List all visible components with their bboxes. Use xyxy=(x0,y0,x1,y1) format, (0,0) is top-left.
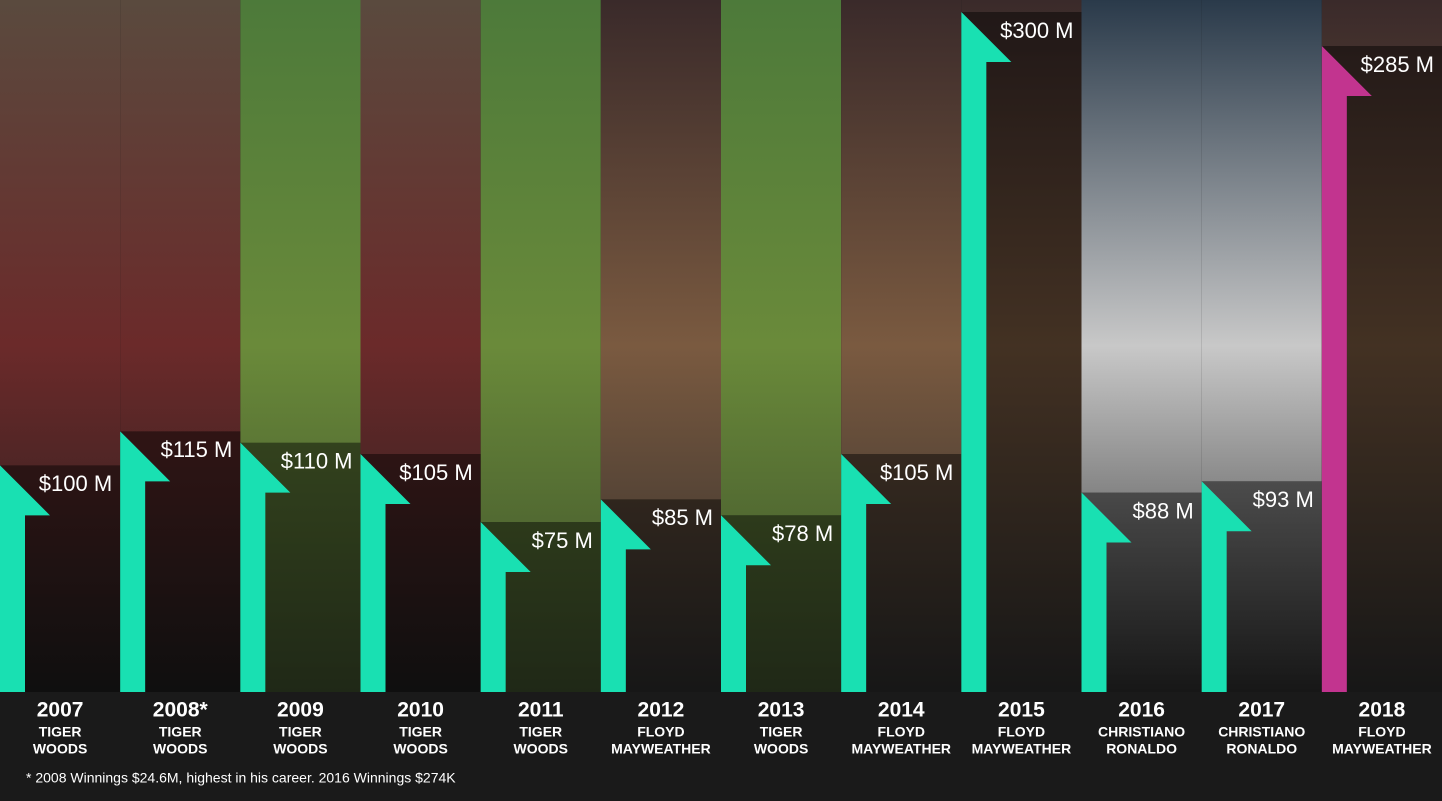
athlete-name: MAYWEATHER xyxy=(611,741,711,757)
athlete-name: TIGER xyxy=(279,724,322,740)
arrow xyxy=(841,454,892,692)
year-label: 2013 xyxy=(758,699,805,722)
athlete-name: MAYWEATHER xyxy=(851,741,951,757)
athlete-name: TIGER xyxy=(39,724,82,740)
arrow xyxy=(1321,46,1372,692)
athlete-name: WOODS xyxy=(393,741,447,757)
arrow xyxy=(961,12,1012,692)
year-label: 2011 xyxy=(518,699,564,722)
year-label: 2008* xyxy=(153,699,209,722)
athlete-name: FLOYD xyxy=(1358,724,1405,740)
athlete-name: WOODS xyxy=(754,741,808,757)
value-label: $285 M xyxy=(1361,52,1434,77)
year-label: 2018 xyxy=(1359,699,1406,722)
year-label: 2016 xyxy=(1118,699,1165,722)
athlete-name: FLOYD xyxy=(878,724,925,740)
value-label: $88 M xyxy=(1133,498,1194,523)
year-label: 2007 xyxy=(37,699,84,722)
year-label: 2009 xyxy=(277,699,324,722)
athlete-name: RONALDO xyxy=(1106,741,1177,757)
athlete-name: TIGER xyxy=(760,724,803,740)
arrow xyxy=(600,499,651,692)
value-label: $105 M xyxy=(880,460,953,485)
arrow xyxy=(240,442,291,692)
value-label: $100 M xyxy=(39,471,112,496)
arrow xyxy=(360,454,411,692)
arrow xyxy=(0,465,50,692)
athlete-name: MAYWEATHER xyxy=(1332,741,1432,757)
year-label: 2014 xyxy=(878,699,925,722)
athlete-name: TIGER xyxy=(159,724,202,740)
footnote: * 2008 Winnings $24.6M, highest in his c… xyxy=(26,770,456,786)
photos xyxy=(0,0,1442,692)
value-label: $110 M xyxy=(281,448,353,473)
year-label: 2015 xyxy=(998,699,1045,722)
arrow xyxy=(1201,481,1252,692)
athlete-name: WOODS xyxy=(33,741,87,757)
year-label: 2012 xyxy=(638,699,685,722)
athlete-name: FLOYD xyxy=(998,724,1045,740)
value-label: $300 M xyxy=(1000,18,1073,43)
athlete-name: MAYWEATHER xyxy=(972,741,1072,757)
arrow xyxy=(480,522,531,692)
year-label: 2017 xyxy=(1238,699,1285,722)
athlete-name: RONALDO xyxy=(1226,741,1297,757)
athlete-name: WOODS xyxy=(153,741,207,757)
value-label: $75 M xyxy=(532,528,593,553)
athlete-name: CHRISTIANO xyxy=(1218,724,1305,740)
arrow xyxy=(1081,492,1132,692)
athlete-name: TIGER xyxy=(519,724,562,740)
athlete-name: CHRISTIANO xyxy=(1098,724,1185,740)
athlete-name: FLOYD xyxy=(637,724,684,740)
value-label: $85 M xyxy=(652,505,713,530)
value-label: $78 M xyxy=(772,521,833,546)
value-label: $115 M xyxy=(161,437,233,462)
value-label: $105 M xyxy=(399,460,472,485)
athlete-name: WOODS xyxy=(273,741,327,757)
arrow xyxy=(120,431,171,692)
athlete-name: WOODS xyxy=(514,741,568,757)
year-label: 2010 xyxy=(397,699,444,722)
footer-band xyxy=(0,692,1442,801)
arrow xyxy=(721,515,771,692)
value-label: $93 M xyxy=(1253,487,1314,512)
athlete-name: TIGER xyxy=(399,724,442,740)
